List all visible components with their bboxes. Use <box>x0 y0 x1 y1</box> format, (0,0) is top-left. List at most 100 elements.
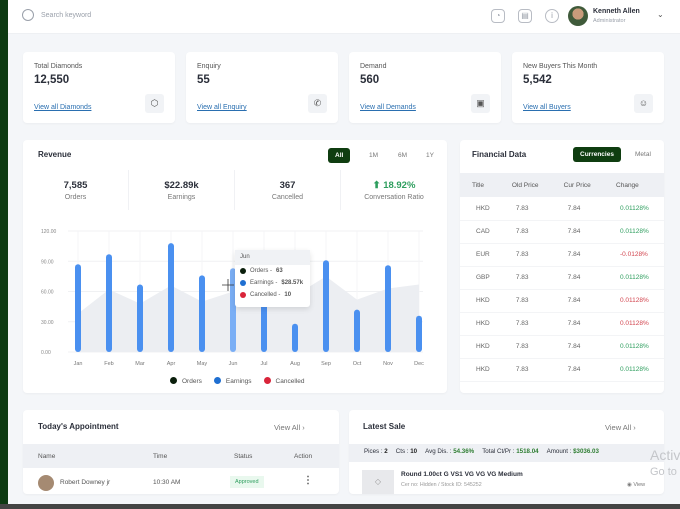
legend-orders[interactable]: Orders <box>170 377 202 385</box>
change-value: 0.01128% <box>604 197 664 221</box>
x-tick-label: Oct <box>353 361 362 367</box>
table-row: Robert Downey jr 10:30 AM Approved ⋮ <box>23 470 339 494</box>
kpi-value: $22.89k <box>164 180 199 191</box>
crosshair-cursor-icon <box>222 279 234 291</box>
user-name: Kenneth Allen <box>593 8 640 15</box>
change-value: 0.01128% <box>604 289 664 313</box>
x-tick-label: May <box>197 361 208 367</box>
box-icon: ▣ <box>471 94 490 113</box>
cur-price: 7.84 <box>551 243 605 267</box>
cur-price: 7.84 <box>551 266 605 290</box>
info-icon[interactable]: i <box>545 9 559 23</box>
filter-6m[interactable]: 6M <box>398 152 408 159</box>
view-all-diamonds-link[interactable]: View all Diamonds <box>34 104 92 111</box>
column-header: Name <box>38 453 56 460</box>
bar-aug <box>292 323 298 352</box>
legend-label: Cancelled <box>275 378 305 385</box>
stat-label: New Buyers This Month <box>523 63 598 70</box>
kpi-cancelled: 367 Cancelled <box>235 170 341 210</box>
tooltip-label: Earnings - <box>250 280 278 286</box>
tab-metal[interactable]: Metal <box>635 151 651 158</box>
old-price: 7.83 <box>499 266 552 290</box>
more-options-icon[interactable]: ⋮ <box>303 475 313 486</box>
sale-item-name[interactable]: Round 1.00ct G VS1 VG VG VG Medium <box>401 471 523 478</box>
appointment-name: Robert Downey jr <box>60 479 111 486</box>
sale-view-all[interactable]: View All › <box>605 423 636 432</box>
column-header: Title <box>460 173 500 197</box>
old-price: 7.83 <box>499 220 552 244</box>
sale-item-sub: Cer no: Hidden / Stock ID: 545252 <box>401 482 482 488</box>
column-header: Change <box>604 173 664 197</box>
chart-legend: Orders Earnings Cancelled <box>170 377 304 385</box>
change-value: 0.01128% <box>604 358 664 382</box>
bar-sep <box>323 260 329 352</box>
stat-label: Enquiry <box>197 63 221 70</box>
change-value: -0.0128% <box>604 243 664 267</box>
eye-icon: ◉ <box>627 482 634 488</box>
view-all-demands-link[interactable]: View all Demands <box>360 104 416 111</box>
activation-watermark-sub: Go to <box>650 466 677 478</box>
old-price: 7.83 <box>499 243 552 267</box>
search-bar[interactable]: Search keyword <box>22 9 91 21</box>
old-price: 7.83 <box>499 358 552 382</box>
view-all-enquiry-link[interactable]: View all Enquiry <box>197 104 247 111</box>
change-value: 0.01128% <box>604 220 664 244</box>
kpi-label: Cancelled <box>271 194 304 201</box>
bar-feb <box>106 254 112 352</box>
filter-all[interactable]: All <box>328 148 351 163</box>
bell-icon[interactable]: ◔ <box>491 9 505 23</box>
filter-1m[interactable]: 1M <box>369 152 379 159</box>
stat-value: 5,542 <box>523 74 552 86</box>
y-tick-label: 0.00 <box>41 350 51 356</box>
phone-icon: ✆ <box>308 94 327 113</box>
summary-key: Pices : <box>364 448 385 455</box>
stat-value: 12,550 <box>34 74 70 86</box>
kpi-value: 367 <box>279 180 296 191</box>
summary-value: 54.36% <box>453 448 475 455</box>
sale-view-button[interactable]: ◉ View <box>627 482 645 488</box>
x-tick-label: Apr <box>167 361 176 367</box>
view-all-buyers-link[interactable]: View all Buyers <box>523 104 571 111</box>
cur-price: 7.84 <box>551 335 605 359</box>
currency-title: CAD <box>460 220 500 244</box>
tooltip-month: Jun <box>235 250 310 265</box>
table-row: HKD 7.83 7.84 0.01128% <box>460 358 664 382</box>
bar-jan <box>75 264 81 352</box>
chevron-down-icon[interactable]: ⌄ <box>657 10 664 19</box>
stat-card-diamonds: Total Diamonds 12,550 View all Diamonds ⬡ <box>23 52 175 123</box>
bar-may <box>199 275 205 352</box>
column-header: Cur Price <box>551 173 605 197</box>
appointment-view-all[interactable]: View All › <box>274 423 305 432</box>
avatar[interactable] <box>568 6 588 26</box>
tooltip-value: $28.57k <box>281 280 304 286</box>
x-tick-label: Feb <box>104 361 113 367</box>
bar-dec <box>416 315 422 352</box>
currency-title: HKD <box>460 335 500 359</box>
legend-cancelled[interactable]: Cancelled <box>263 377 305 385</box>
area-series <box>78 276 419 352</box>
old-price: 7.83 <box>499 197 552 221</box>
x-tick-label: Aug <box>290 361 300 367</box>
currency-title: EUR <box>460 243 500 267</box>
kpi-label: Conversation Ratio <box>364 194 424 201</box>
stat-label: Demand <box>360 63 387 70</box>
chevron-right-icon: › <box>302 423 305 432</box>
legend-earnings[interactable]: Earnings <box>213 377 252 385</box>
diamond-icon: ⬡ <box>145 94 164 113</box>
table-row: HKD 7.83 7.84 0.01128% <box>460 289 664 313</box>
kpi-orders: 7,585 Orders <box>23 170 129 210</box>
stat-card-demand: Demand 560 View all Demands ▣ <box>349 52 501 123</box>
x-tick-label: Nov <box>383 361 393 367</box>
column-header: Action <box>294 453 313 460</box>
bar-nov <box>385 265 391 352</box>
bar-jun <box>230 268 236 352</box>
tab-currencies[interactable]: Currencies <box>573 147 621 162</box>
table-row: EUR 7.83 7.84 -0.0128% <box>460 243 664 267</box>
search-input[interactable]: Search keyword <box>41 11 92 19</box>
filter-1y[interactable]: 1Y <box>426 152 434 159</box>
calendar-icon[interactable]: ▤ <box>518 9 532 23</box>
stat-card-buyers: New Buyers This Month 5,542 View all Buye… <box>512 52 664 123</box>
tooltip-value: 10 <box>284 292 292 298</box>
currency-title: HKD <box>460 312 500 336</box>
table-row: HKD 7.83 7.84 0.01128% <box>460 312 664 336</box>
